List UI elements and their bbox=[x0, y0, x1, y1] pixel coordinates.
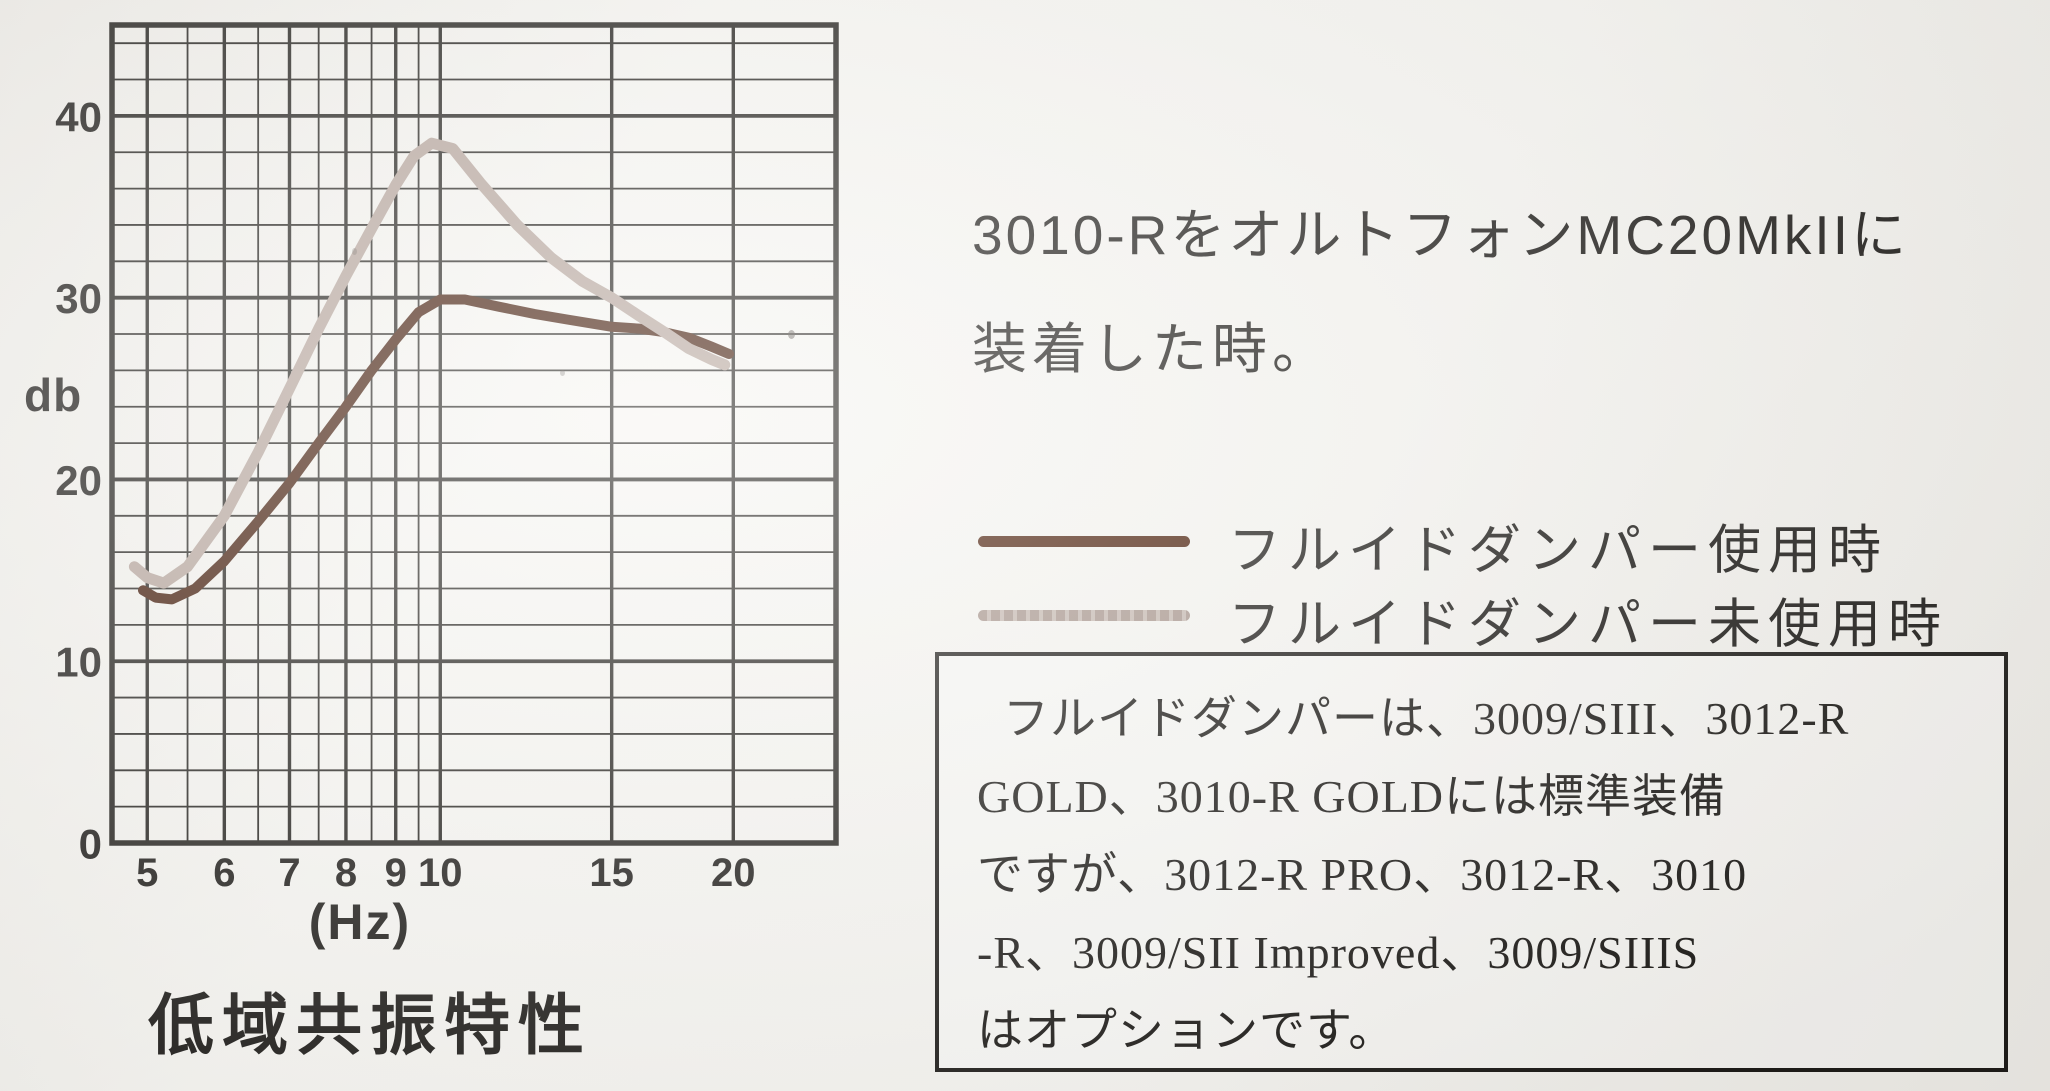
y-tick-label: 30 bbox=[55, 275, 102, 322]
plot-border bbox=[109, 22, 839, 846]
x-tick-label: 9 bbox=[385, 851, 407, 895]
y-tick-label: 10 bbox=[55, 639, 102, 686]
x-tick-label: 10 bbox=[418, 851, 463, 895]
caption-line-2: 装着した時。 bbox=[972, 318, 1333, 380]
x-tick-label: 8 bbox=[335, 851, 357, 895]
x-tick-label: 5 bbox=[136, 851, 158, 895]
resonance-chart: 0 10 20 30 40 5 6 7 8 9 10 15 20 db (Hz) 低域共振特性 bbox=[0, 0, 900, 1091]
note-line: フルイドダンパーは、3009/SIII、3012-R bbox=[1003, 693, 1850, 744]
chart-title: 低域共振特性 bbox=[148, 990, 592, 1063]
scan-speck bbox=[560, 370, 565, 376]
x-tick-label: 7 bbox=[278, 851, 300, 895]
note-text: フルイドダンパーは、3009/SIII、3012-R GOLD、3010-R G… bbox=[977, 680, 1974, 1070]
note-line: GOLD、3010-R GOLDには標準装備 bbox=[977, 771, 1727, 822]
legend-label-damped: フルイドダンパー使用時 bbox=[1228, 521, 1888, 580]
x-tick-label: 6 bbox=[213, 851, 235, 895]
note-line: ですが、3012-R PRO、3012-R、3010 bbox=[977, 849, 1748, 900]
y-axis-unit-label: db bbox=[24, 369, 83, 421]
y-tick-label: 40 bbox=[55, 93, 102, 140]
note-line: はオプションです。 bbox=[977, 1005, 1396, 1056]
damped-line-swatch bbox=[978, 536, 1190, 547]
y-tick-label: 0 bbox=[79, 821, 102, 868]
scan-speck bbox=[788, 330, 795, 339]
note-box: フルイドダンパーは、3009/SIII、3012-R GOLD、3010-R G… bbox=[935, 652, 2008, 1072]
caption-line-1: 3010-RをオルトフォンMC20MkIIに bbox=[972, 204, 1909, 266]
y-tick-label: 20 bbox=[55, 457, 102, 504]
undamped-line-swatch bbox=[978, 610, 1190, 621]
curve-damper-used bbox=[138, 294, 734, 605]
curve-damper-not-used bbox=[128, 137, 731, 589]
x-tick-label: 20 bbox=[711, 851, 756, 895]
note-line: -R、3009/SII Improved、3009/SIIIS bbox=[977, 927, 1700, 978]
x-tick-label: 15 bbox=[589, 851, 634, 895]
legend-label-undamped: フルイドダンパー未使用時 bbox=[1228, 595, 1948, 654]
x-axis-unit-label: (Hz) bbox=[308, 894, 412, 950]
scan-speck bbox=[352, 248, 357, 255]
